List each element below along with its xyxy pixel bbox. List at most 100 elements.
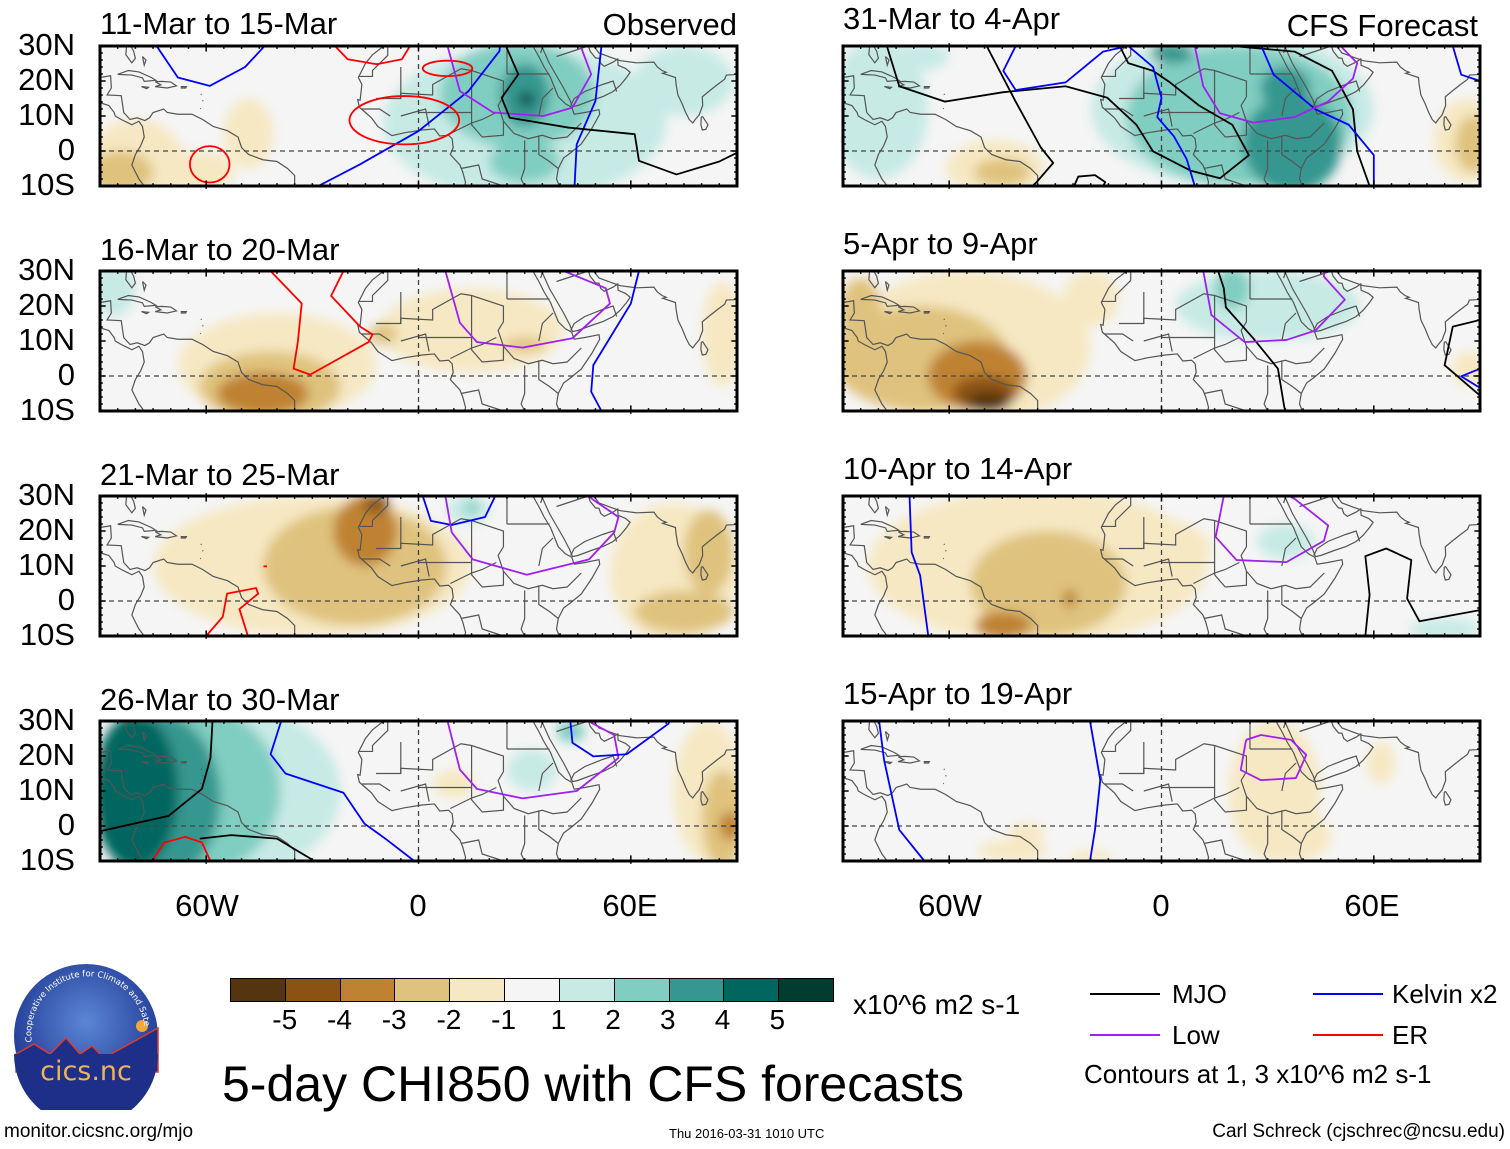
- shading-negative: [503, 337, 546, 352]
- colorbar-tick-label: 2: [605, 1004, 621, 1035]
- shading-positive: [1214, 271, 1250, 310]
- colorbar-swatch: [669, 979, 725, 1001]
- map-panel: [100, 721, 737, 861]
- contour-mjo: [1074, 175, 1105, 186]
- coastline: [539, 135, 558, 168]
- coastline: [861, 296, 899, 307]
- coastline: [1264, 366, 1268, 412]
- lon-label-60w: 60W: [918, 888, 982, 923]
- shading-negative: [977, 840, 1049, 861]
- contour-er: [423, 61, 473, 76]
- contour-er: [349, 96, 459, 144]
- map-svg: [100, 271, 737, 411]
- colorbar-tick-label: 4: [714, 1004, 731, 1035]
- coastline: [358, 271, 466, 411]
- panel-frame: [100, 271, 737, 411]
- lat-label: 20N: [18, 737, 75, 772]
- coastline: [100, 553, 144, 636]
- shading-positive: [843, 46, 928, 179]
- coastline: [1101, 271, 1209, 411]
- coastline: [869, 271, 879, 288]
- map-content: [100, 496, 737, 636]
- shading-positive: [100, 271, 136, 317]
- coastline: [100, 328, 144, 411]
- lat-label: 20N: [18, 287, 75, 322]
- coastline: [1101, 496, 1209, 636]
- coastline: [1277, 271, 1343, 411]
- footer-url[interactable]: monitor.cicsnc.org/mjo: [4, 1121, 194, 1142]
- coastline: [541, 271, 631, 332]
- coastline: [1101, 721, 1209, 861]
- coastline: [861, 521, 899, 532]
- coastline: [362, 109, 390, 116]
- coastline: [1314, 81, 1360, 106]
- coastline: [1282, 135, 1301, 168]
- shading-negative: [368, 323, 398, 345]
- lat-label: 10S: [19, 842, 75, 877]
- coastline: [141, 537, 148, 539]
- coastline: [100, 103, 144, 186]
- coastline: [358, 721, 466, 861]
- footer-date: Thu 2016-03-31 1010 UTC: [669, 1126, 825, 1141]
- coastline: [594, 721, 737, 798]
- map-svg: [100, 46, 737, 186]
- panel-frame: [843, 46, 1480, 186]
- coastline: [100, 751, 295, 861]
- colorbar-tick-label: -3: [381, 1004, 407, 1035]
- coastline: [1204, 840, 1246, 861]
- coastline: [201, 94, 202, 95]
- shading-negative: [1009, 822, 1045, 844]
- coastline: [1337, 496, 1480, 573]
- lat-label: 20N: [18, 62, 75, 97]
- coastline: [100, 76, 295, 186]
- map-svg: [843, 721, 1480, 861]
- legend-label-mjo: MJO: [1172, 979, 1227, 1009]
- coastline: [482, 121, 503, 137]
- shading-negative: [701, 281, 737, 387]
- coastline: [1444, 117, 1451, 130]
- coastline: [843, 103, 887, 186]
- coastline: [1193, 338, 1239, 359]
- coastline: [885, 57, 889, 66]
- coastline: [571, 756, 617, 781]
- colorbar-swatch: [505, 979, 560, 1001]
- map-svg: [843, 46, 1480, 186]
- coastline: [118, 746, 156, 757]
- coastline: [1193, 788, 1239, 809]
- colorbar-swatch: [724, 979, 780, 1001]
- colorbar-swatch: [450, 979, 506, 1001]
- colorbar-swatch: [285, 979, 341, 1001]
- map-content: [843, 721, 1480, 861]
- map-content: [100, 46, 737, 186]
- coastline: [701, 567, 708, 580]
- coastline: [358, 46, 466, 186]
- shading-negative: [432, 770, 476, 798]
- coastline: [1225, 346, 1246, 362]
- map-panel: [843, 721, 1480, 861]
- coastline: [1337, 271, 1480, 348]
- coastline: [362, 784, 390, 791]
- panel-frame: [100, 721, 737, 861]
- map-panel: [843, 496, 1480, 636]
- coastline: [1282, 313, 1296, 341]
- colorbar-tick-label: -2: [436, 1004, 462, 1035]
- coastline: [539, 585, 558, 618]
- coastline: [1204, 615, 1246, 636]
- panel-title-observed-1: 11-Mar to 15-Mar: [100, 6, 338, 41]
- shading-positive: [1242, 95, 1342, 186]
- coastline: [534, 271, 600, 411]
- shading-negative: [973, 158, 1031, 186]
- coastline: [141, 312, 148, 314]
- colorbar-swatch: [614, 979, 670, 1001]
- coastline: [861, 746, 899, 757]
- coastline: [1282, 763, 1296, 791]
- map-panel: [100, 46, 737, 186]
- contour-mjo: [987, 46, 1054, 186]
- map-svg: [100, 496, 737, 636]
- contour-mjo: [1365, 549, 1480, 637]
- coastline: [1101, 271, 1130, 301]
- coastline: [1119, 69, 1324, 139]
- panel-frame: [100, 46, 737, 186]
- coastline: [1144, 334, 1172, 352]
- contour-kelvin: [318, 46, 500, 186]
